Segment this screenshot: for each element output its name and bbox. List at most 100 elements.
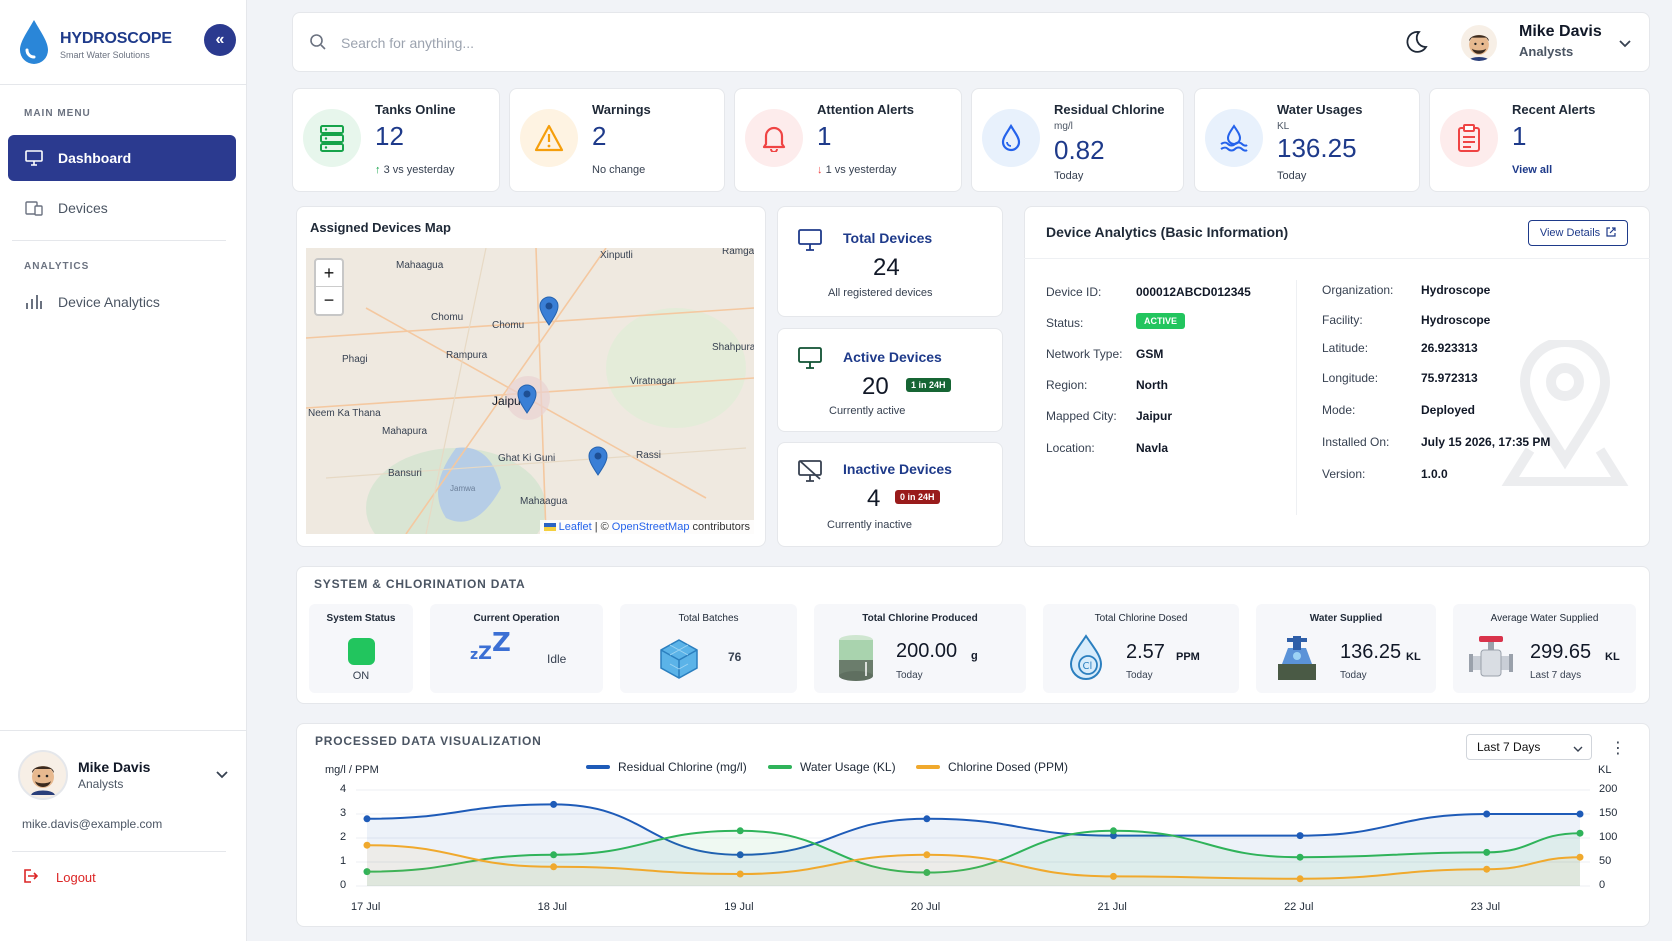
chlorine-drop-icon: Cl — [1067, 634, 1105, 685]
tile-unit: g — [971, 650, 978, 662]
sidebar-item-label: Dashboard — [58, 150, 132, 166]
legend-item-chlorine-dosed[interactable]: Chlorine Dosed (PPM) — [916, 760, 1068, 774]
devices-map[interactable]: Mahaagua Xinputli Ramgarh Chomu Chomu Ph… — [306, 248, 754, 534]
map-place-label: Jaipur — [492, 394, 525, 408]
zoom-in-button[interactable]: + — [316, 260, 342, 287]
water-valve-icon — [1467, 634, 1515, 687]
divider — [0, 84, 247, 85]
divider — [1024, 258, 1650, 259]
stat-title: Residual Chlorine — [1054, 102, 1165, 117]
tile-value: 299.65 — [1530, 641, 1592, 663]
stat-sub: 1 vs yesterday — [825, 164, 897, 176]
avatar[interactable] — [1461, 25, 1497, 61]
stat-title: Recent Alerts — [1512, 102, 1596, 117]
svg-text:Cl: Cl — [1083, 661, 1093, 672]
water-waves-icon — [1205, 109, 1263, 167]
tile-unit: KL — [1605, 651, 1620, 663]
stat-title: Warnings — [592, 102, 651, 117]
map-marker-icon[interactable] — [517, 384, 537, 419]
active-devices-card[interactable]: Active Devices 20 1 in 24H Currently act… — [777, 328, 1003, 432]
stat-value: 12 — [375, 121, 404, 151]
total-devices-card[interactable]: Total Devices 24 All registered devices — [777, 206, 1003, 317]
status-indicator — [348, 638, 375, 665]
chart-panel — [296, 723, 1650, 927]
status-badge: ACTIVE — [1136, 313, 1186, 329]
y2-tick-label: 200 — [1599, 783, 1618, 795]
sidebar-item-device-analytics[interactable]: Device Analytics — [8, 279, 236, 325]
view-details-button[interactable]: View Details — [1528, 220, 1628, 246]
brand-tagline: Smart Water Solutions — [60, 49, 150, 60]
stat-card-warnings[interactable]: Warnings 2 No change — [509, 88, 725, 192]
longitude-value: 75.972313 — [1421, 371, 1478, 385]
flag-icon — [543, 523, 556, 532]
facility-value: Hydroscope — [1421, 313, 1491, 327]
dev-value: 24 — [873, 254, 900, 281]
y2-tick-label: 150 — [1599, 807, 1618, 819]
info-label: Location: — [1046, 441, 1095, 455]
y-tick-label: 2 — [340, 831, 347, 843]
system-section-title: SYSTEM & CHLORINATION DATA — [314, 577, 526, 591]
map-marker-icon[interactable] — [539, 296, 559, 331]
more-options-icon[interactable]: ⋮ — [1610, 740, 1626, 757]
stat-title: Water Usages — [1277, 102, 1363, 117]
divider — [0, 730, 247, 731]
sidebar-item-devices[interactable]: Devices — [8, 185, 236, 231]
sleep-zzz-icon: zZZ — [470, 628, 511, 664]
sidebar-item-dashboard[interactable]: Dashboard — [8, 135, 236, 181]
legend-label: Water Usage (KL) — [800, 760, 896, 774]
devices-icon — [24, 198, 44, 218]
monitor-icon — [24, 148, 44, 168]
user-role: Analysts — [78, 777, 124, 791]
date-range-select[interactable]: Last 7 Days — [1466, 734, 1592, 760]
legend-swatch — [586, 765, 610, 769]
user-name: Mike Davis — [1519, 23, 1602, 40]
stat-card-residual-chlorine[interactable]: Residual Chlorine mg/l 0.82 Today — [971, 88, 1184, 192]
openstreetmap-link[interactable]: OpenStreetMap — [611, 521, 690, 533]
divider — [12, 851, 226, 852]
chevron-down-icon[interactable] — [1619, 35, 1631, 53]
chevron-down-icon[interactable] — [216, 766, 228, 784]
stat-card-recent-alerts[interactable]: Recent Alerts 1 View all — [1429, 88, 1650, 192]
legend-label: Chlorine Dosed (PPM) — [948, 760, 1069, 774]
leaflet-link[interactable]: Leaflet — [558, 521, 592, 533]
network-type-value: GSM — [1136, 347, 1164, 361]
info-label: Organization: — [1322, 283, 1394, 297]
brand-logo[interactable]: HYDROSCOPE Smart Water Solutions — [16, 18, 172, 71]
water-pump-icon — [1274, 634, 1320, 687]
clipboard-icon — [1440, 109, 1498, 167]
date-range-value: Last 7 Days — [1477, 740, 1541, 754]
sidebar-user-profile[interactable]: Mike Davis Analysts — [18, 750, 228, 800]
external-link-icon — [1606, 226, 1616, 240]
stat-card-tanks-online[interactable]: Tanks Online 12 ↑ 3 vs yesterday — [292, 88, 500, 192]
monitor-icon — [798, 347, 822, 374]
logout-button[interactable]: Logout — [22, 868, 96, 887]
sidebar-item-label: Device Analytics — [58, 294, 160, 310]
legend-item-water-usage[interactable]: Water Usage (KL) — [768, 760, 896, 774]
stat-change: ↑ 3 vs yesterday — [375, 164, 454, 176]
inactive-devices-card[interactable]: Inactive Devices 4 0 in 24H Currently in… — [777, 442, 1003, 547]
attribution-separator: | © — [594, 521, 609, 533]
dark-mode-moon-icon[interactable] — [1403, 29, 1429, 60]
stat-sub: 3 vs yesterday — [383, 164, 455, 176]
tile-sub: Last 7 days — [1530, 670, 1582, 681]
search-input[interactable] — [341, 29, 941, 57]
monitor-off-icon — [798, 460, 822, 487]
legend-item-residual-chlorine[interactable]: Residual Chlorine (mg/l) — [586, 760, 747, 774]
zoom-out-button[interactable]: − — [323, 290, 335, 310]
map-place-label: Jamwa — [450, 484, 476, 493]
collapse-sidebar-button[interactable]: « — [204, 24, 236, 56]
main-menu-label: MAIN MENU — [24, 108, 91, 119]
top-user-menu[interactable]: Mike Davis Analysts — [1519, 23, 1602, 59]
x-tick-label: 22 Jul — [1284, 901, 1314, 913]
info-label: Mapped City: — [1046, 409, 1117, 423]
latitude-value: 26.923313 — [1421, 341, 1478, 355]
legend-swatch — [916, 765, 940, 769]
map-place-label: Mahaagua — [520, 496, 568, 507]
stat-card-water-usages[interactable]: Water Usages KL 136.25 Today — [1194, 88, 1420, 192]
tile-unit: KL — [1406, 651, 1421, 663]
stat-card-attention-alerts[interactable]: Attention Alerts 1 ↓ 1 vs yesterday — [734, 88, 962, 192]
droplet-icon — [982, 109, 1040, 167]
map-marker-icon[interactable] — [588, 446, 608, 481]
user-role: Analysts — [1519, 44, 1574, 59]
view-all-alerts-link[interactable]: View all — [1512, 164, 1553, 176]
